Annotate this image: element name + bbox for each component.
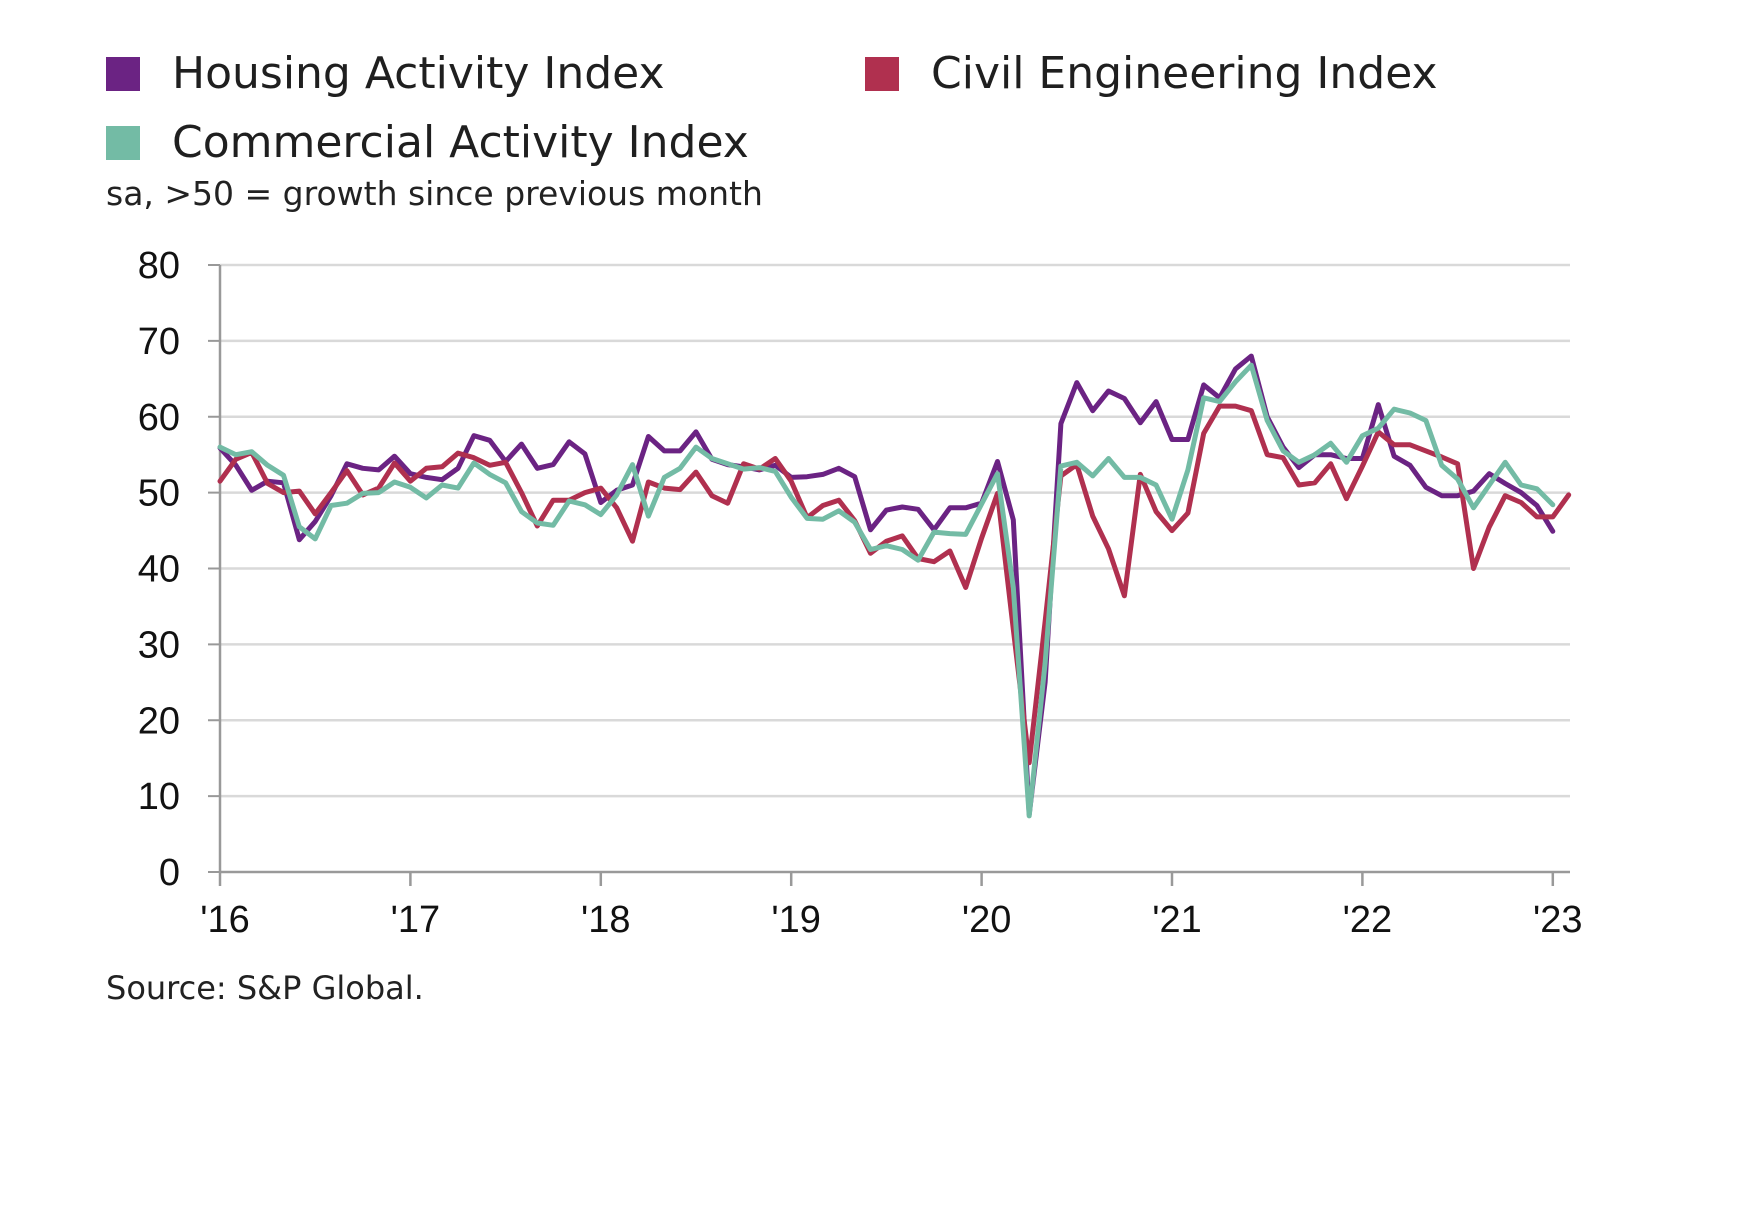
x-tick-label: '18	[581, 899, 631, 941]
y-tick-label: 80	[138, 245, 180, 287]
series-line-housing-activity-index	[217, 353, 1556, 817]
y-tick-label: 0	[159, 852, 180, 894]
legend-item-commercial: Commercial Activity Index	[106, 117, 749, 168]
legend-swatch-commercial	[106, 125, 140, 160]
x-tick-label: '22	[1343, 899, 1393, 941]
legend-label-housing: Housing Activity Index	[172, 48, 665, 99]
x-tick-label: '23	[1533, 899, 1583, 941]
x-tick-label: '16	[200, 899, 250, 941]
axes: 0 10 20 30 40 50 60 70 80 '16 '17 '18 '19 '20 '21 '22 '2…	[138, 245, 1583, 941]
y-tick-label: 70	[138, 321, 180, 363]
y-tick-label: 40	[138, 549, 180, 591]
y-tick-label: 60	[138, 397, 180, 439]
legend-item-housing: Housing Activity Index	[106, 48, 665, 99]
source-note: Source: S&P Global.	[106, 969, 424, 1007]
series-line-civil-engineering-index	[217, 403, 1572, 766]
y-tick-label: 30	[138, 624, 180, 666]
y-tick-label: 50	[138, 473, 180, 515]
legend-swatch-civil	[865, 56, 899, 91]
x-tick-label: '17	[391, 899, 441, 941]
legend-swatch-housing	[106, 56, 140, 91]
legend-label-civil: Civil Engineering Index	[931, 48, 1438, 99]
legend-label-commercial: Commercial Activity Index	[172, 117, 749, 168]
x-tick-label: '19	[771, 899, 821, 941]
series-line-commercial-activity-index	[217, 362, 1556, 819]
chart-subtitle: sa, >50 = growth since previous month	[106, 174, 763, 213]
y-tick-label: 10	[138, 776, 180, 818]
chart-legend: Housing Activity Index Civil Engineering…	[0, 0, 1743, 180]
x-tick-label: '21	[1152, 899, 1202, 941]
legend-item-civil: Civil Engineering Index	[865, 48, 1438, 99]
x-tick-label: '20	[962, 899, 1012, 941]
series-lines	[217, 353, 1572, 819]
y-tick-label: 20	[138, 700, 180, 742]
grid-lines	[220, 263, 1570, 798]
